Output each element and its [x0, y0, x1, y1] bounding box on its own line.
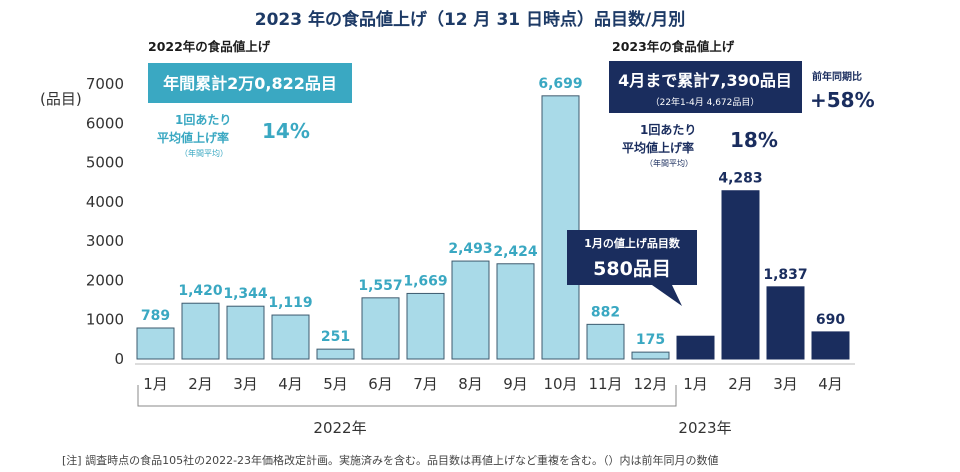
bar-value-label: 1,119 — [268, 295, 312, 311]
callout-label: 1月の値上げ品目数 — [584, 236, 681, 250]
bar-value-label: 690 — [816, 312, 845, 328]
total-2022-box — [148, 63, 352, 103]
bar-2022-10 — [541, 95, 580, 360]
avg-2023-value: 18% — [730, 128, 778, 152]
bar-value-label: 1,837 — [763, 267, 807, 283]
bar-2022-12 — [631, 351, 670, 360]
avg-2023-label1: 1回あたり — [640, 123, 696, 137]
avg-2022-value: 14% — [262, 119, 310, 143]
year-label-2022: 2022年 — [313, 419, 366, 437]
avg-2022-note: （年間平均） — [180, 148, 228, 158]
bar-value-label: 251 — [321, 329, 350, 345]
x-tick-label: 2月 — [728, 375, 753, 393]
x-tick-label: 12月 — [633, 375, 667, 393]
year-label-2023: 2023年 — [678, 419, 731, 437]
x-tick-label: 1月 — [143, 375, 168, 393]
x-tick-label: 7月 — [413, 375, 438, 393]
avg-2023-label2: 平均値上げ率 — [622, 140, 694, 155]
total-2022-text: 年間累計2万0,822品目 — [163, 74, 337, 93]
footnote: [注] 調査時点の食品105社の2022-23年価格改定計画。実施済みを含む。品… — [62, 453, 719, 467]
y-tick-label: 1000 — [86, 311, 124, 329]
callout-bubble — [567, 230, 697, 306]
y-tick-label: 2000 — [86, 271, 124, 289]
y-tick-label: 7000 — [86, 75, 124, 93]
bar-value-label: 789 — [141, 308, 170, 324]
bar-value-label: 2,493 — [448, 241, 492, 257]
bar-2022-11 — [586, 323, 625, 360]
avg-2023-note: （年間平均） — [645, 158, 693, 168]
x-tick-label: 8月 — [458, 375, 483, 393]
y-tick-label: 5000 — [86, 154, 124, 172]
chart-title: 2023 年の食品値上げ（12 月 31 日時点）品目数/月別 — [255, 9, 686, 30]
x-tick-label: 1月 — [683, 375, 708, 393]
bar-2022-9 — [496, 263, 535, 360]
y-ticks: 0 1000 2000 3000 4000 5000 6000 7000 — [86, 75, 124, 368]
x-tick-label: 3月 — [233, 375, 258, 393]
bar-value-label: 1,557 — [358, 278, 402, 294]
x-tick-label: 2月 — [188, 375, 213, 393]
bar-2022-6 — [361, 297, 400, 360]
bar-value-label: 1,420 — [178, 283, 223, 299]
x-tick-label: 11月 — [588, 375, 622, 393]
y-tick-label: 3000 — [86, 232, 124, 250]
bar-2023-4 — [811, 331, 850, 360]
y-axis-unit: (品目) — [40, 90, 82, 108]
bar-2022-2 — [181, 302, 220, 360]
x-tick-label: 9月 — [503, 375, 528, 393]
total-2023-text: 4月まで累計7,390品目 — [618, 71, 792, 90]
year-bracket-2022 — [137, 385, 677, 407]
callout-value: 580品目 — [593, 258, 671, 280]
bar-value-label: 6,699 — [538, 76, 582, 92]
bar-value-label: 1,344 — [223, 286, 268, 302]
total-2023-box — [609, 61, 802, 113]
bar-2023-1 — [676, 335, 715, 360]
bar-2022-7 — [406, 292, 445, 360]
x-tick-label: 5月 — [323, 375, 348, 393]
bar-2023-2 — [721, 190, 760, 360]
bar-value-label: 1,669 — [403, 273, 447, 289]
x-tick-label: 6月 — [368, 375, 393, 393]
bar-2022-3 — [226, 305, 265, 360]
bar-value-label: 882 — [591, 304, 620, 320]
bar-2022-8 — [451, 260, 490, 360]
yoy-value: +58% — [810, 88, 875, 112]
subtitle-2023: 2023年の食品値上げ — [612, 39, 735, 54]
bar-value-label: 4,283 — [718, 171, 762, 187]
y-tick-label: 0 — [114, 350, 124, 368]
bar-value-label: 175 — [636, 332, 665, 348]
x-tick-label: 4月 — [278, 375, 303, 393]
x-tick-label: 3月 — [773, 375, 798, 393]
bar-2022-1 — [136, 327, 175, 360]
total-2023-note: （22年1-4月 4,672品目） — [651, 96, 760, 108]
subtitle-2022: 2022年の食品値上げ — [148, 39, 271, 54]
bars — [136, 95, 850, 360]
bar-2022-5 — [316, 348, 355, 360]
avg-2022-label1: 1回あたり — [175, 113, 231, 127]
x-tick-label: 4月 — [818, 375, 843, 393]
bar-value-label: 2,424 — [493, 244, 538, 260]
bar-2022-4 — [271, 314, 310, 360]
x-ticks: 1月 2月 3月 4月 5月 6月 7月 8月 9月 10月 11月 12月 1月 2月 3月 4月 — [143, 375, 843, 393]
yoy-label: 前年同期比 — [812, 70, 862, 83]
bar-2023-3 — [766, 286, 805, 360]
y-tick-label: 6000 — [86, 114, 124, 132]
y-tick-label: 4000 — [86, 193, 124, 211]
avg-2022-label2: 平均値上げ率 — [157, 130, 229, 145]
x-tick-label: 10月 — [543, 375, 577, 393]
